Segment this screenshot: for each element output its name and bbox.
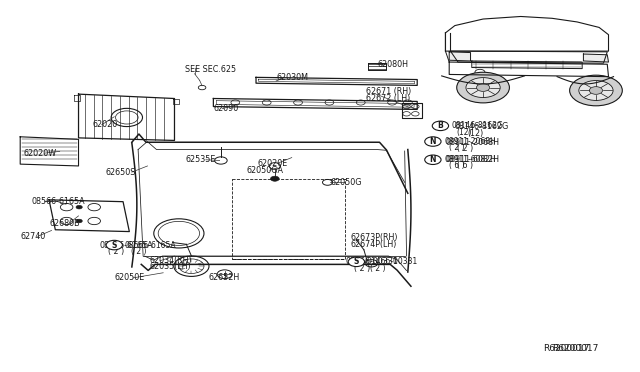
Circle shape — [425, 137, 441, 146]
Text: 62671 (RH): 62671 (RH) — [367, 87, 412, 96]
Text: 01466-00331: 01466-00331 — [367, 257, 418, 266]
Circle shape — [432, 121, 449, 131]
Text: ( 6 ): ( 6 ) — [449, 161, 464, 170]
Circle shape — [271, 176, 279, 181]
Circle shape — [425, 155, 441, 164]
Text: (12): (12) — [457, 128, 472, 137]
Text: ( 2 ): ( 2 ) — [108, 247, 124, 256]
Text: 08911-2068H: 08911-2068H — [445, 138, 499, 147]
Text: 08146-8162G: 08146-8162G — [452, 121, 504, 130]
Text: ( 6 ): ( 6 ) — [457, 161, 473, 170]
Text: S: S — [111, 241, 117, 250]
Text: 62080H: 62080H — [378, 61, 409, 70]
Text: 62652H: 62652H — [209, 273, 239, 282]
Text: 08911-6082H: 08911-6082H — [444, 155, 496, 164]
Text: 62034(RH): 62034(RH) — [149, 256, 192, 265]
Text: 62680B: 62680B — [49, 219, 79, 228]
Circle shape — [570, 75, 622, 106]
Circle shape — [466, 78, 500, 97]
Text: (12): (12) — [467, 129, 484, 138]
Text: N: N — [429, 137, 436, 146]
Text: 08911-6082H: 08911-6082H — [445, 155, 499, 164]
Text: ( 2 ): ( 2 ) — [457, 144, 473, 153]
Text: 62673P(RH): 62673P(RH) — [350, 233, 397, 242]
Text: N: N — [429, 155, 436, 164]
Text: ( 2 ): ( 2 ) — [355, 263, 371, 273]
Text: 62020E: 62020E — [257, 159, 287, 168]
Text: 62050GA: 62050GA — [246, 166, 284, 175]
Text: 62535E: 62535E — [185, 155, 216, 164]
Text: 62740: 62740 — [20, 232, 45, 241]
Text: 62030M: 62030M — [276, 73, 308, 82]
Text: 62035(LH): 62035(LH) — [149, 262, 191, 272]
Text: 62050E: 62050E — [115, 273, 145, 282]
Circle shape — [76, 219, 83, 223]
Circle shape — [76, 205, 83, 209]
Text: 08911-2068H: 08911-2068H — [444, 137, 496, 146]
Circle shape — [457, 72, 509, 103]
Text: SEE SEC.625: SEE SEC.625 — [185, 65, 236, 74]
Circle shape — [589, 87, 602, 94]
Text: ( 2 ): ( 2 ) — [449, 143, 464, 152]
Text: 62672 (LH): 62672 (LH) — [367, 94, 411, 103]
Text: B: B — [438, 121, 444, 130]
Polygon shape — [449, 52, 470, 61]
Text: ( 2 ): ( 2 ) — [131, 247, 146, 256]
Text: 62020: 62020 — [93, 120, 118, 129]
Text: 62650S: 62650S — [106, 168, 136, 177]
Circle shape — [106, 240, 122, 250]
Polygon shape — [584, 54, 609, 62]
Text: S: S — [354, 257, 359, 266]
Circle shape — [579, 80, 613, 100]
Text: 08566-6165A: 08566-6165A — [99, 241, 153, 250]
Text: 08566-6165A: 08566-6165A — [31, 197, 85, 206]
Text: R6200017: R6200017 — [543, 344, 589, 353]
Text: 08146-8162G: 08146-8162G — [455, 122, 509, 131]
Text: 62674P(LH): 62674P(LH) — [350, 240, 397, 249]
Text: ( 2 ): ( 2 ) — [370, 263, 386, 273]
Circle shape — [348, 257, 365, 267]
Circle shape — [477, 84, 490, 92]
Text: R6200017: R6200017 — [552, 344, 598, 353]
Text: 62090: 62090 — [213, 104, 239, 113]
Text: 62020W: 62020W — [24, 149, 57, 158]
Text: 08566-6165A: 08566-6165A — [124, 241, 176, 250]
Text: 62050G: 62050G — [330, 178, 362, 187]
Text: 01466-00331: 01466-00331 — [345, 257, 398, 266]
